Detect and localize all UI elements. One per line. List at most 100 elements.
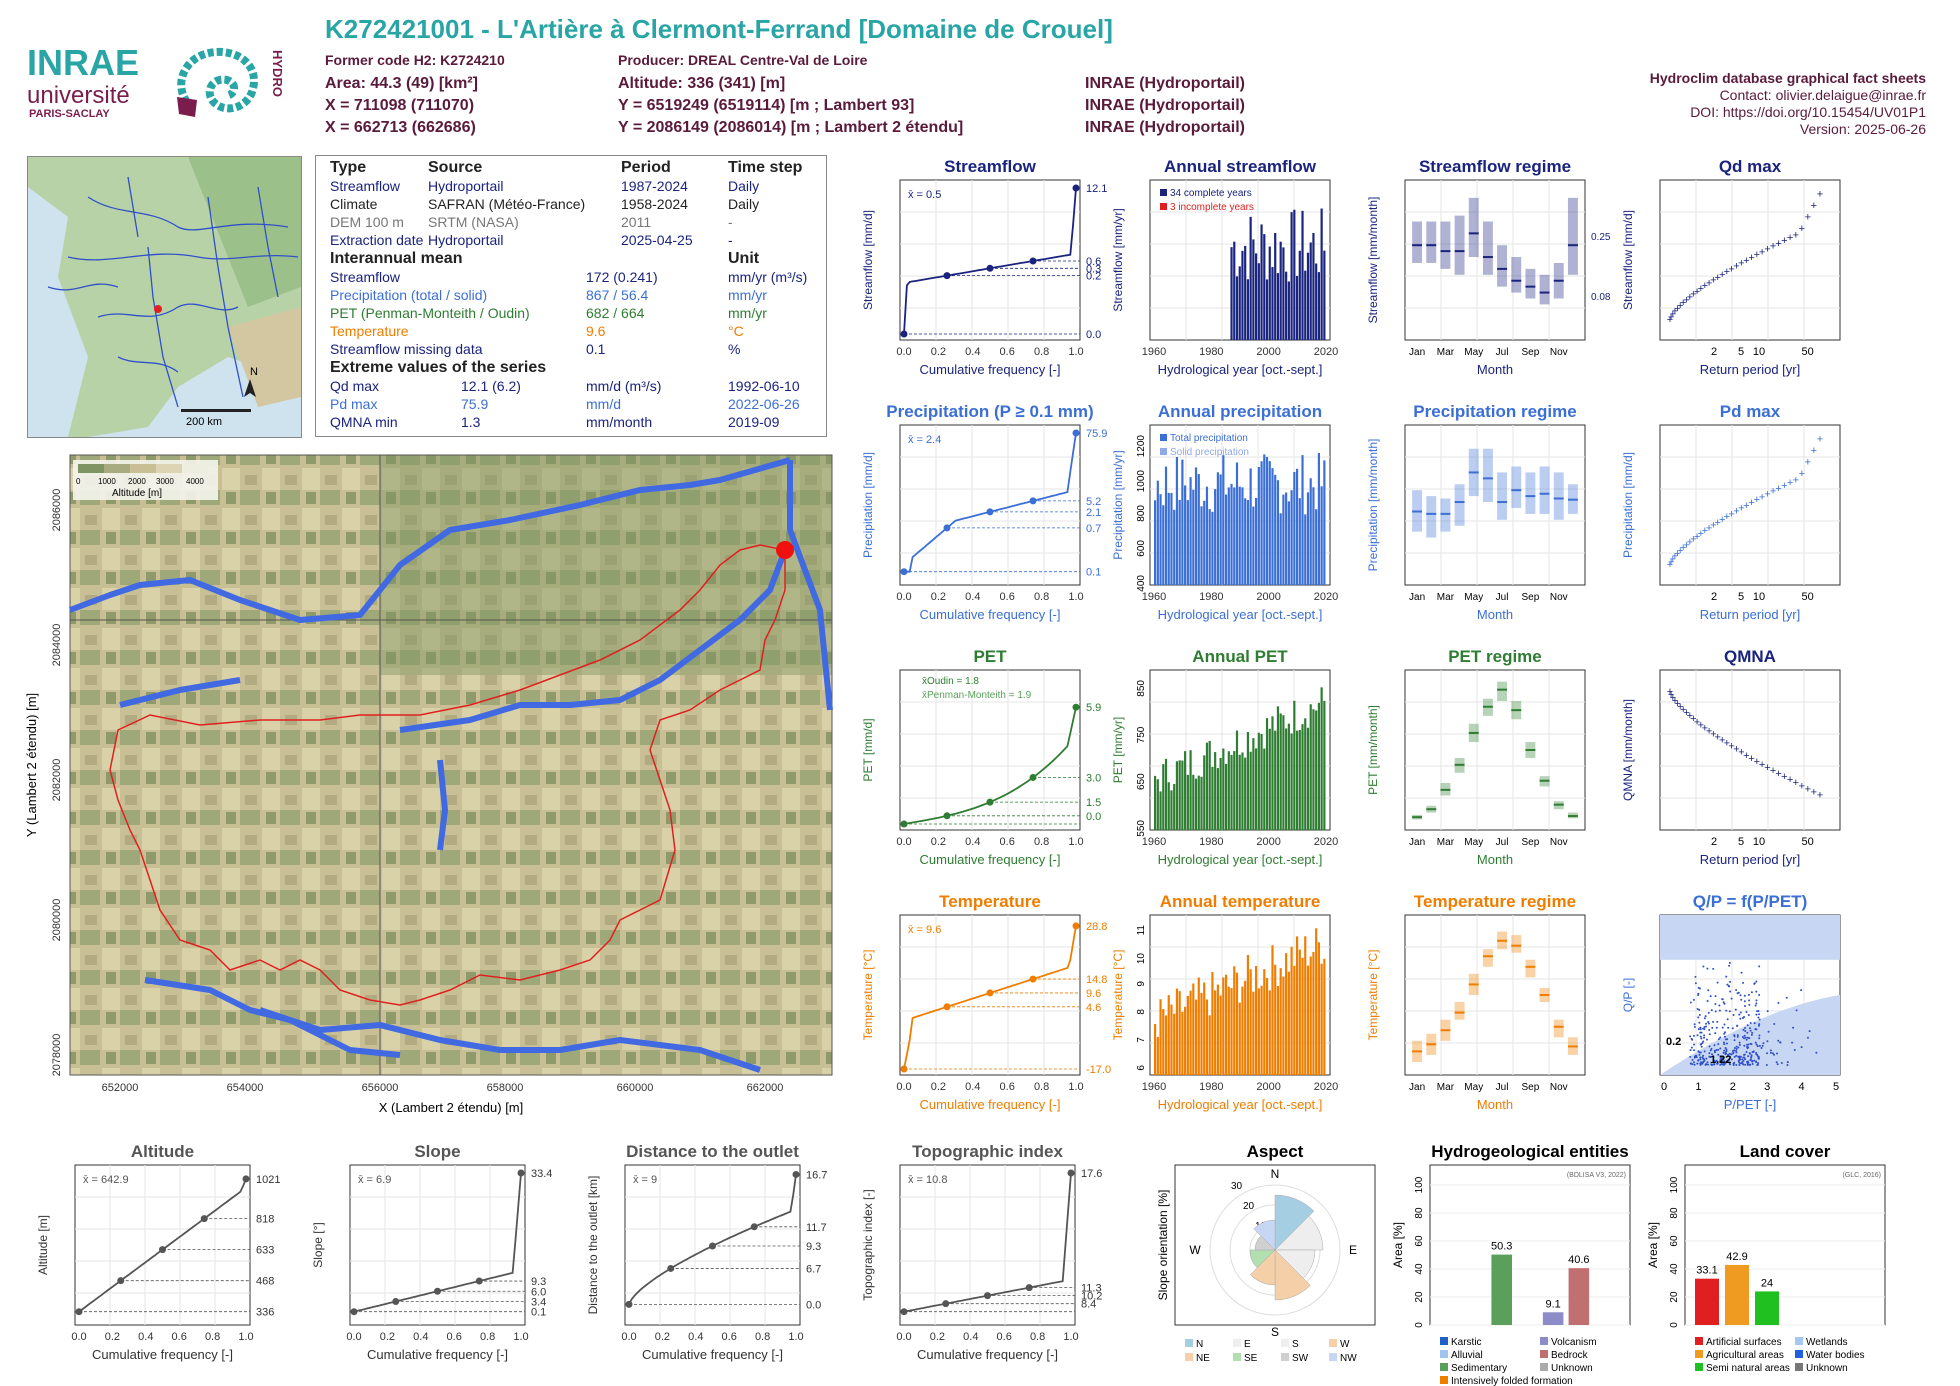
qp_ppet-chart: Q/P = f(P/PET) P/PET [-] Q/P [-] 0 1 2 3 4 5 0.2 1… [1621,892,1841,1112]
pet_regime-frame [1404,669,1586,831]
annual_pet-bar [1238,754,1241,830]
qp-point [1733,1047,1736,1050]
annual_pet-title: Annual PET [1192,647,1288,666]
qp-point [1710,1047,1713,1050]
qd_max-point: + [1738,258,1744,270]
month-tick: May [1464,347,1483,358]
y-tick: 11 [1136,925,1147,936]
qp-point [1706,1063,1709,1066]
aspect-legend-swatch [1329,1339,1337,1347]
precip_regime-chart: Precipitation regime Month Precipitation [… [1366,402,1586,622]
landcover-title: Land cover [1740,1142,1831,1161]
annual_precip-bar [1216,472,1219,585]
annual_pet-bar [1159,791,1162,830]
qp-point [1760,1046,1763,1049]
annual_pet-bar [1192,774,1195,830]
qp-point [1708,1033,1711,1036]
x-tick: 2000 [1256,836,1280,848]
annual_precip-title: Annual precipitation [1158,402,1322,421]
annual_precip-bar [1227,487,1230,585]
annual_streamflow-chart: Annual streamflow Hydrological year [oct.… [1111,157,1338,377]
qp-point [1739,1017,1742,1020]
annual_temp-bar [1186,995,1189,1075]
annual_precip-bar [1268,461,1271,585]
x-tick: 0.0 [896,346,911,358]
annual_temp-bar [1285,953,1288,1075]
qp-point [1689,1001,1692,1004]
annual_precip-bar [1186,500,1189,585]
row-period: 2025-04-25 [621,232,693,248]
right-tick: 0.3 [1086,263,1101,275]
qp-point [1718,1009,1721,1012]
streamflow_regime-box [1482,221,1493,275]
hydrogeo-frame [1429,1164,1631,1326]
qp-point [1746,1043,1749,1046]
y-tick: 550 [1136,820,1147,837]
qd_max-point: + [1770,241,1776,253]
qmna-point: + [1680,704,1686,716]
north-label: N [250,366,258,378]
annual_precip-bar [1230,483,1233,585]
qp-point [1745,1010,1748,1013]
aspect-sector [1274,1249,1311,1301]
qp-point [1733,1034,1736,1037]
landcover-bar [1695,1278,1719,1325]
aspect-legend-label: S [1292,1339,1299,1350]
row-timestep: Daily [728,178,760,194]
annual_pet-bar [1241,752,1244,830]
qp-point [1726,1018,1729,1021]
qp-point [1800,989,1803,992]
x-tick: 0.4 [688,1331,703,1343]
aspect-legend-label: W [1340,1339,1350,1350]
annual_pet-bar [1252,738,1255,830]
x-tick: 0.6 [172,1331,187,1343]
qp-point [1693,1063,1696,1066]
annual_precip-bar [1175,457,1179,585]
annual_temp-bar [1309,956,1312,1075]
y-tick: 40 [1669,1263,1680,1275]
qmna-frame [1659,669,1841,831]
qp-point [1744,1026,1747,1029]
qp-point [1692,1061,1695,1064]
x-tick: 4 [1799,1081,1805,1093]
qp-point [1714,1002,1717,1005]
x-tick: 0.4 [413,1331,428,1343]
annual_streamflow-bar [1323,250,1326,340]
altitude: Altitude: 336 (341) [m] [618,75,786,92]
qp-point [1719,1063,1722,1066]
precip-xlabel: Cumulative frequency [-] [920,607,1061,622]
x-tick: 0.6 [1000,836,1015,848]
streamflow_regime-box [1412,221,1423,263]
qp-point [1720,1057,1723,1060]
pd_max-point: + [1698,528,1704,540]
pd_max-point: + [1710,520,1716,532]
x-tick: 5 [1833,1081,1839,1093]
qp-point [1697,986,1700,989]
qp-point [1757,1024,1760,1027]
x-tick: 0.6 [1000,1081,1015,1093]
qp-point [1699,1056,1702,1059]
annual_precip-bar [1224,494,1228,585]
annual_precip-bar [1238,486,1241,585]
qp-point [1705,1022,1708,1025]
annual_pet-bar [1274,730,1277,830]
qp-point [1743,1053,1746,1056]
qp-point [1732,1014,1735,1017]
qd_max-point: + [1724,266,1730,278]
pd_max-point: + [1683,539,1689,551]
mean-label: Temperature [330,323,409,339]
annual_pet-bar [1154,775,1157,830]
hydrogeo-legend-label: Sedimentary [1451,1363,1507,1374]
qp-point [1739,1058,1742,1061]
qd_max-point: + [1698,283,1704,295]
qp-point [1711,1063,1714,1066]
qp-point [1732,1051,1735,1054]
annual_pet-ylabel: PET [mm/yr] [1111,717,1125,783]
annual_temp-bar [1214,990,1217,1075]
x-tick: 0.8 [1034,346,1049,358]
qp-point [1736,1035,1739,1038]
rivers [68,457,833,1073]
annual_temp-bar [1295,936,1299,1075]
x-tick: 2 [1730,1081,1736,1093]
qmna-ylabel: QMNA [mm/month] [1621,699,1635,801]
